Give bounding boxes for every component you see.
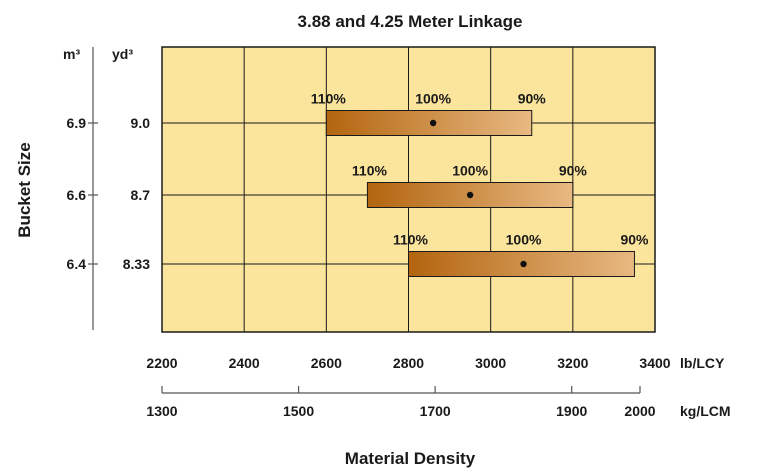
x-tick-lb-0: 2200 bbox=[146, 355, 177, 371]
x-tick-lb-3: 2800 bbox=[393, 355, 424, 371]
y-tick-labels: 6.9 9.0 6.6 8.7 6.4 8.33 bbox=[67, 115, 151, 272]
x-tick-kg-1: 1500 bbox=[283, 403, 314, 419]
label-100-2: 100% bbox=[506, 232, 542, 248]
x-axis-kg: 1300 1500 1700 1900 2000 bbox=[146, 386, 656, 419]
bar-dot-100-2 bbox=[520, 260, 527, 268]
x-tick-lb-4: 3000 bbox=[475, 355, 506, 371]
y-unit-imperial: yd³ bbox=[112, 46, 133, 62]
y-tick-yd3-2: 8.33 bbox=[123, 256, 150, 272]
x-tick-kg-0: 1300 bbox=[146, 403, 177, 419]
bar-bucket-0 bbox=[325, 110, 533, 136]
label-110-1: 110% bbox=[352, 163, 388, 179]
y-tick-m3-0: 6.9 bbox=[67, 115, 87, 131]
label-110-0: 110% bbox=[311, 91, 347, 107]
x-tick-lb-6: 3400 bbox=[639, 355, 670, 371]
label-100-1: 100% bbox=[452, 163, 488, 179]
y-tick-m3-2: 6.4 bbox=[67, 256, 87, 272]
y-tick-yd3-1: 8.7 bbox=[131, 187, 151, 203]
chart-title: 3.88 and 4.25 Meter Linkage bbox=[298, 12, 523, 31]
x-tick-kg-3: 1900 bbox=[556, 403, 587, 419]
x-tick-kg-2: 1700 bbox=[420, 403, 451, 419]
label-90-1: 90% bbox=[559, 163, 588, 179]
x-tick-lb-1: 2400 bbox=[229, 355, 260, 371]
x-axis-title: Material Density bbox=[345, 449, 476, 468]
x-tick-lb-5: 3200 bbox=[557, 355, 588, 371]
label-100-0: 100% bbox=[415, 91, 451, 107]
y-tick-yd3-0: 9.0 bbox=[131, 115, 151, 131]
y-tick-m3-1: 6.6 bbox=[67, 187, 87, 203]
bar-dot-100-1 bbox=[466, 191, 474, 199]
x-axis-unit-kg: kg/LCM bbox=[680, 403, 731, 419]
x-axis-lb: 2200 2400 2600 2800 3000 3200 3400 bbox=[146, 355, 670, 371]
x-tick-lb-2: 2600 bbox=[311, 355, 342, 371]
x-axis-unit-lb: lb/LCY bbox=[680, 355, 725, 371]
x-tick-kg-4: 2000 bbox=[624, 403, 655, 419]
y-unit-metric: m³ bbox=[63, 46, 80, 62]
bar-dot-100-0 bbox=[429, 119, 437, 127]
label-110-2: 110% bbox=[393, 232, 429, 248]
label-90-2: 90% bbox=[620, 232, 649, 248]
y-axis-title: Bucket Size bbox=[15, 142, 34, 237]
label-90-0: 90% bbox=[518, 91, 547, 107]
bars: 110% 100% 90% 110% 100% 90% 110% 100% 90% bbox=[311, 91, 649, 277]
